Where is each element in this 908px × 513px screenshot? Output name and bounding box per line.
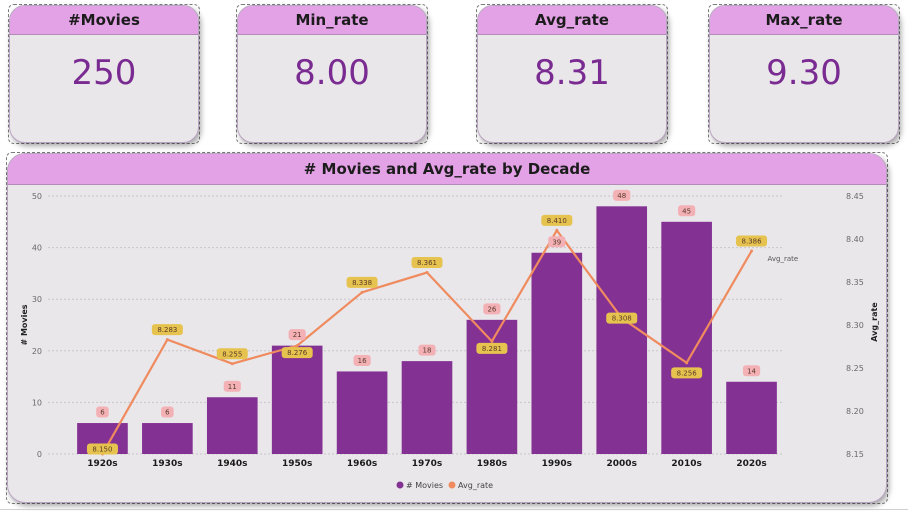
x-tick-label: 1920s [87, 459, 117, 469]
line-data-label: 8.361 [417, 259, 437, 267]
x-tick-label: 1970s [412, 459, 442, 469]
combo-chart[interactable]: 010203040508.158.208.258.308.358.408.45#… [8, 154, 887, 503]
line-data-label: 8.281 [482, 345, 502, 353]
bar-data-label: 39 [552, 238, 561, 246]
kpi-movies-value: 250 [10, 53, 198, 93]
kpi-max-rate-card: Max_rate 9.30 [709, 5, 899, 143]
x-tick-label: 1930s [152, 459, 182, 469]
kpi-min-rate: Min_rate 8.00 [236, 4, 428, 144]
y-tick-label: 40 [32, 244, 42, 253]
bar-data-label: 18 [423, 347, 432, 355]
kpi-max-rate-label: Max_rate [710, 6, 898, 35]
bar-data-label: 11 [228, 383, 237, 391]
kpi-max-rate: Max_rate 9.30 [708, 4, 900, 144]
bar-data-label: 45 [682, 207, 691, 215]
bar-data-label: 26 [487, 305, 496, 313]
y2-tick-label: 8.45 [846, 192, 864, 201]
chart-card: # Movies and Avg_rate by Decade 0 10 20 30 4… [7, 153, 887, 503]
avg-rate-point [296, 344, 299, 347]
line-data-label: 8.386 [742, 238, 763, 246]
kpi-movies: #Movies 250 [8, 4, 200, 144]
avg-rate-point [361, 291, 364, 294]
y-tick-label: 0 [37, 450, 42, 459]
kpi-movies-card: #Movies 250 [9, 5, 199, 143]
bar [207, 397, 258, 454]
y-tick-label: 50 [32, 192, 42, 201]
y-tick-label: 30 [32, 295, 42, 304]
x-tick-label: 1980s [477, 459, 507, 469]
y2-tick-label: 8.25 [846, 364, 864, 373]
line-data-label: 8.276 [287, 349, 308, 357]
bar [272, 346, 323, 454]
bar-data-label: 6 [165, 409, 170, 417]
y2-tick-label: 8.15 [846, 450, 864, 459]
y2-axis-label: Avg_rate [870, 302, 879, 342]
bar [142, 423, 193, 454]
bar [661, 222, 712, 454]
kpi-avg-rate-card: Avg_rate 8.31 [477, 5, 667, 143]
line-data-label: 8.338 [352, 279, 372, 287]
line-data-label: 8.255 [222, 350, 242, 358]
y-tick-label: 20 [32, 347, 42, 356]
y-tick-label: 10 [32, 398, 42, 407]
x-tick-label: 1940s [217, 459, 247, 469]
avg-rate-point [490, 340, 493, 343]
line-data-label: 8.308 [612, 315, 632, 323]
line-data-label: 8.410 [547, 217, 567, 225]
bar-data-label: 21 [293, 331, 302, 339]
avg-rate-point [685, 361, 688, 364]
avg-rate-point [426, 271, 429, 274]
y2-tick-label: 8.35 [846, 278, 864, 287]
kpi-min-rate-card: Min_rate 8.00 [237, 5, 427, 143]
bar-data-label: 16 [358, 357, 367, 365]
x-tick-label: 1960s [347, 459, 377, 469]
x-tick-label: 2010s [671, 459, 701, 469]
bar [726, 382, 777, 454]
chart-frame: # Movies and Avg_rate by Decade 0 10 20 30 4… [6, 152, 888, 504]
bar-data-label: 14 [747, 367, 756, 375]
kpi-min-rate-value: 8.00 [238, 53, 426, 93]
x-tick-label: 2020s [736, 459, 766, 469]
avg-rate-point [750, 250, 753, 253]
line-data-label: 8.150 [92, 446, 112, 454]
page-divider [0, 509, 908, 510]
y2-tick-label: 8.40 [846, 235, 864, 244]
legend-marker-avg-rate [449, 482, 456, 489]
line-data-label: 8.283 [157, 326, 177, 334]
kpi-avg-rate-value: 8.31 [478, 53, 666, 93]
line-end-label: Avg_rate [768, 255, 799, 263]
legend-marker-movies [397, 482, 404, 489]
line-data-label: 8.256 [677, 369, 698, 377]
legend-label-avg-rate: Avg_rate [458, 481, 493, 490]
x-tick-label: 2000s [607, 459, 637, 469]
legend-label-movies: # Movies [406, 481, 443, 490]
avg-rate-point [166, 338, 169, 341]
bar [532, 253, 583, 454]
bar-data-label: 6 [100, 409, 105, 417]
kpi-max-rate-value: 9.30 [710, 53, 898, 93]
y2-tick-label: 8.30 [846, 321, 864, 330]
avg-rate-point [231, 362, 234, 365]
x-tick-label: 1990s [542, 459, 572, 469]
kpi-avg-rate: Avg_rate 8.31 [476, 4, 668, 144]
kpi-avg-rate-label: Avg_rate [478, 6, 666, 35]
y2-tick-label: 8.20 [846, 407, 864, 416]
x-tick-label: 1950s [282, 459, 312, 469]
bar [337, 371, 388, 454]
y-axis-label: # Movies [20, 304, 29, 345]
kpi-min-rate-label: Min_rate [238, 6, 426, 35]
kpi-movies-label: #Movies [10, 6, 198, 35]
bar-data-label: 48 [617, 192, 626, 200]
bar [402, 361, 453, 454]
avg-rate-point [555, 229, 558, 232]
